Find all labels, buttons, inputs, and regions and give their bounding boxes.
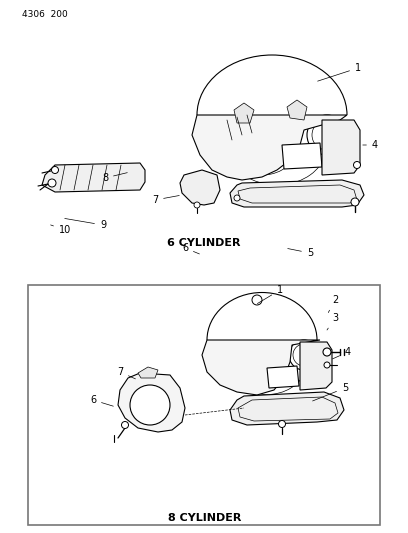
Text: 1: 1 <box>257 285 283 304</box>
Polygon shape <box>234 103 254 123</box>
Text: 3: 3 <box>327 313 338 330</box>
Polygon shape <box>118 373 185 432</box>
Circle shape <box>51 166 58 174</box>
Text: 4: 4 <box>333 347 351 359</box>
Polygon shape <box>230 392 344 425</box>
Circle shape <box>351 198 359 206</box>
Circle shape <box>324 362 330 368</box>
Polygon shape <box>202 340 320 395</box>
Text: 7: 7 <box>117 367 135 379</box>
Polygon shape <box>267 366 299 388</box>
Polygon shape <box>230 180 364 207</box>
Text: 8 CYLINDER: 8 CYLINDER <box>169 513 242 523</box>
Circle shape <box>130 385 170 425</box>
Text: 7: 7 <box>152 195 179 205</box>
Polygon shape <box>138 367 158 378</box>
Text: 4306  200: 4306 200 <box>22 10 68 19</box>
Polygon shape <box>180 170 220 205</box>
Polygon shape <box>42 163 145 192</box>
Circle shape <box>353 161 361 168</box>
Text: 2: 2 <box>328 295 338 312</box>
Text: 6: 6 <box>182 243 200 254</box>
Circle shape <box>234 195 240 201</box>
Circle shape <box>323 348 331 356</box>
Text: 10: 10 <box>51 225 71 235</box>
Text: 5: 5 <box>288 248 313 258</box>
Text: 1: 1 <box>318 63 361 81</box>
Circle shape <box>194 202 200 208</box>
Text: 6: 6 <box>90 395 113 406</box>
Circle shape <box>48 179 56 187</box>
Text: 9: 9 <box>65 219 106 230</box>
Polygon shape <box>322 120 360 175</box>
Text: 4: 4 <box>363 140 378 150</box>
Text: 6 CYLINDER: 6 CYLINDER <box>167 238 241 248</box>
Polygon shape <box>300 342 332 390</box>
Circle shape <box>122 422 129 429</box>
Polygon shape <box>287 100 307 120</box>
Polygon shape <box>192 115 347 180</box>
Bar <box>28 285 380 525</box>
Polygon shape <box>282 143 322 169</box>
Text: 8: 8 <box>102 173 127 183</box>
Text: 5: 5 <box>313 383 348 401</box>
Circle shape <box>252 295 262 305</box>
Circle shape <box>279 421 286 427</box>
